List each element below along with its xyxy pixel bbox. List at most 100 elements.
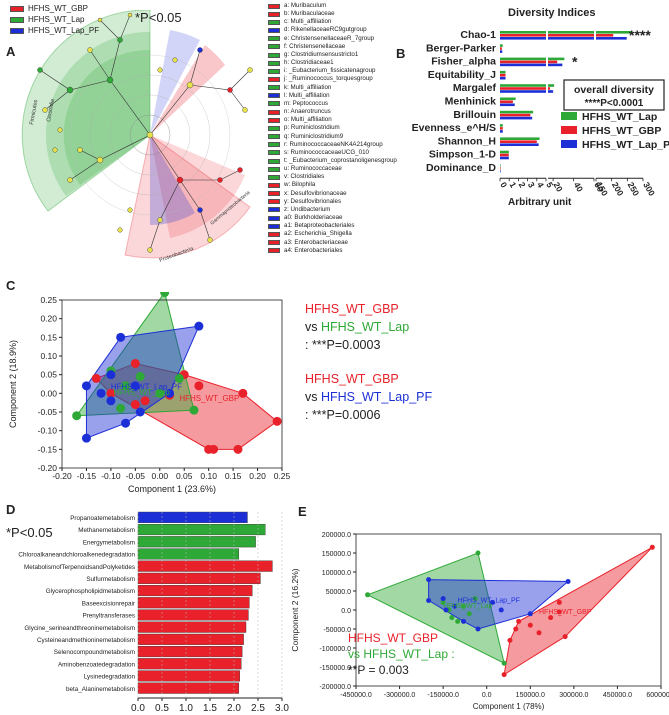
diversity-bar xyxy=(500,124,503,127)
data-point xyxy=(556,609,562,615)
taxa-swatch xyxy=(268,191,280,197)
lda-category-label: Glycine_serineandthreoninemetabolism xyxy=(24,625,135,632)
data-point xyxy=(160,292,170,298)
y-tick-label: -0.20 xyxy=(38,463,58,473)
taxa-label: n: Anaerotruncus xyxy=(284,108,331,116)
taxa-legend-item: n: Anaerotruncus xyxy=(268,108,408,116)
taxa-swatch xyxy=(268,215,280,221)
panel-a-group-legend: HFHS_WT_GBP HFHS_WT_Lap HFHS_WT_Lap_PF xyxy=(10,3,99,36)
centroid-label: HFHS_WT_Lap_PF xyxy=(111,383,182,392)
x-tick-label: 0.05 xyxy=(176,471,193,481)
category-label: Shannon_H xyxy=(438,135,496,147)
diversity-bar xyxy=(500,90,546,93)
lda-category-label: Energymetabolism xyxy=(83,539,135,546)
y-tick-label: 0.15 xyxy=(40,332,57,342)
data-point xyxy=(91,373,101,383)
diversity-bar xyxy=(500,150,509,154)
taxa-label: y: Desulfovibrionales xyxy=(284,197,342,205)
data-point xyxy=(189,405,199,415)
diversity-bar xyxy=(500,47,502,50)
category-label: Brillouin xyxy=(453,109,496,121)
x-tick-label: 40 xyxy=(572,180,586,193)
diversity-bar xyxy=(500,100,513,104)
taxa-legend-item: o: Multi_affiliation xyxy=(268,116,408,124)
data-point xyxy=(452,603,458,609)
diversity-bar xyxy=(500,97,516,101)
x-tick-label: 20 xyxy=(551,180,565,193)
category-label: Berger-Parker xyxy=(426,42,496,54)
panel-letter-d: D xyxy=(6,502,16,517)
category-label: Equitability_J xyxy=(428,69,496,81)
taxa-legend-item: c: Multi_affiliation xyxy=(268,18,408,26)
taxa-legend-item: v: Clostridiales xyxy=(268,173,408,181)
diversity-bar xyxy=(500,34,546,37)
legend-swatch-gbp xyxy=(10,5,24,12)
diversity-bar xyxy=(500,167,501,170)
panel-letter-b: B xyxy=(396,46,406,61)
legend-lap-pf: HFHS_WT_Lap_PF xyxy=(10,25,99,36)
panel-e-b: vs HFHS_WT_Lap : xyxy=(348,647,455,661)
betaproteobacteria-wedge xyxy=(150,135,195,226)
significance-annotation: **** xyxy=(629,27,651,43)
x-tick-label: 60 xyxy=(592,180,606,193)
overall-diversity-title: overall diversity xyxy=(574,84,654,96)
diversity-bar xyxy=(500,164,501,167)
taxa-swatch xyxy=(268,85,280,91)
taxa-label: g: Clostridiumsensustricto1 xyxy=(284,50,359,58)
taxa-swatch xyxy=(268,28,280,34)
lda-category-label: Propanoatemetabolism xyxy=(70,515,135,522)
lda-category-label: Methanemetabolism xyxy=(78,527,135,534)
diversity-bar xyxy=(548,34,594,37)
taxa-label: z: Undibacterium xyxy=(284,205,331,213)
overall-diversity-p: ****P<0.0001 xyxy=(585,98,644,109)
x-tick-label: -300000.0 xyxy=(384,692,416,699)
taxa-swatch xyxy=(268,93,280,99)
data-point xyxy=(272,416,282,426)
panel-c-stats: HFHS_WT_GBP vs HFHS_WT_Lap : ***P=0.0003… xyxy=(305,300,432,424)
x-tick-label: 300 xyxy=(641,180,657,198)
taxa-swatch xyxy=(268,183,280,189)
taxa-legend-item: q: Ruminiclostridium9 xyxy=(268,133,408,141)
taxa-label: q: Ruminiclostridium9 xyxy=(284,132,344,140)
diversity-bar xyxy=(500,143,539,146)
lda-category-label: beta_Alaninemetabolism xyxy=(66,686,135,693)
data-point xyxy=(194,381,204,391)
taxa-swatch xyxy=(268,109,280,115)
data-point xyxy=(121,381,131,391)
diversity-bar xyxy=(500,37,546,40)
comp2-a: HFHS_WT_GBP xyxy=(305,372,399,386)
taxa-legend-item: z: Undibacterium xyxy=(268,206,408,214)
plot-frame xyxy=(61,299,283,469)
lda-bar xyxy=(137,645,243,658)
lda-category-label: Baseexcisionrepair xyxy=(82,600,135,607)
taxa-swatch xyxy=(268,199,280,205)
taxa-label: o: Multi_affiliation xyxy=(284,116,332,124)
y-tick-label: 0.00 xyxy=(40,388,57,398)
x-tick-label: -0.05 xyxy=(126,471,146,481)
centroid-label: HFHS_WT_Lap xyxy=(443,603,493,610)
category-label: Chao-1 xyxy=(460,29,496,41)
data-point xyxy=(106,396,116,406)
comp1-p: : ***P=0.0003 xyxy=(305,338,381,352)
taxa-legend-item: a1: Betaproteobacteriales xyxy=(268,222,408,230)
group-hull xyxy=(503,546,653,676)
taxa-legend-item: j: _Ruminococcus_torquesgroup xyxy=(268,75,408,83)
diversity-bar xyxy=(548,31,594,34)
taxa-legend-item: s: RuminococcaceaeUCG_010 xyxy=(268,149,408,157)
taxa-label: v: Clostridiales xyxy=(284,173,325,181)
diversity-bar xyxy=(500,84,546,87)
data-point xyxy=(130,358,140,368)
diversity-bar xyxy=(548,37,594,40)
taxa-label: a2: Escherichia_Shigella xyxy=(284,230,352,238)
taxa-legend-item: l: Multi_affiliation xyxy=(268,92,408,100)
category-label: Margalef xyxy=(453,82,497,94)
data-point xyxy=(165,388,175,398)
legend-gbp: HFHS_WT_GBP xyxy=(10,3,99,14)
y-tick-label: 0.10 xyxy=(40,351,57,361)
y-tick-label: -200000.0 xyxy=(319,684,351,691)
panel-letter-a: A xyxy=(6,44,16,59)
data-point xyxy=(455,618,461,624)
data-point xyxy=(96,388,106,398)
